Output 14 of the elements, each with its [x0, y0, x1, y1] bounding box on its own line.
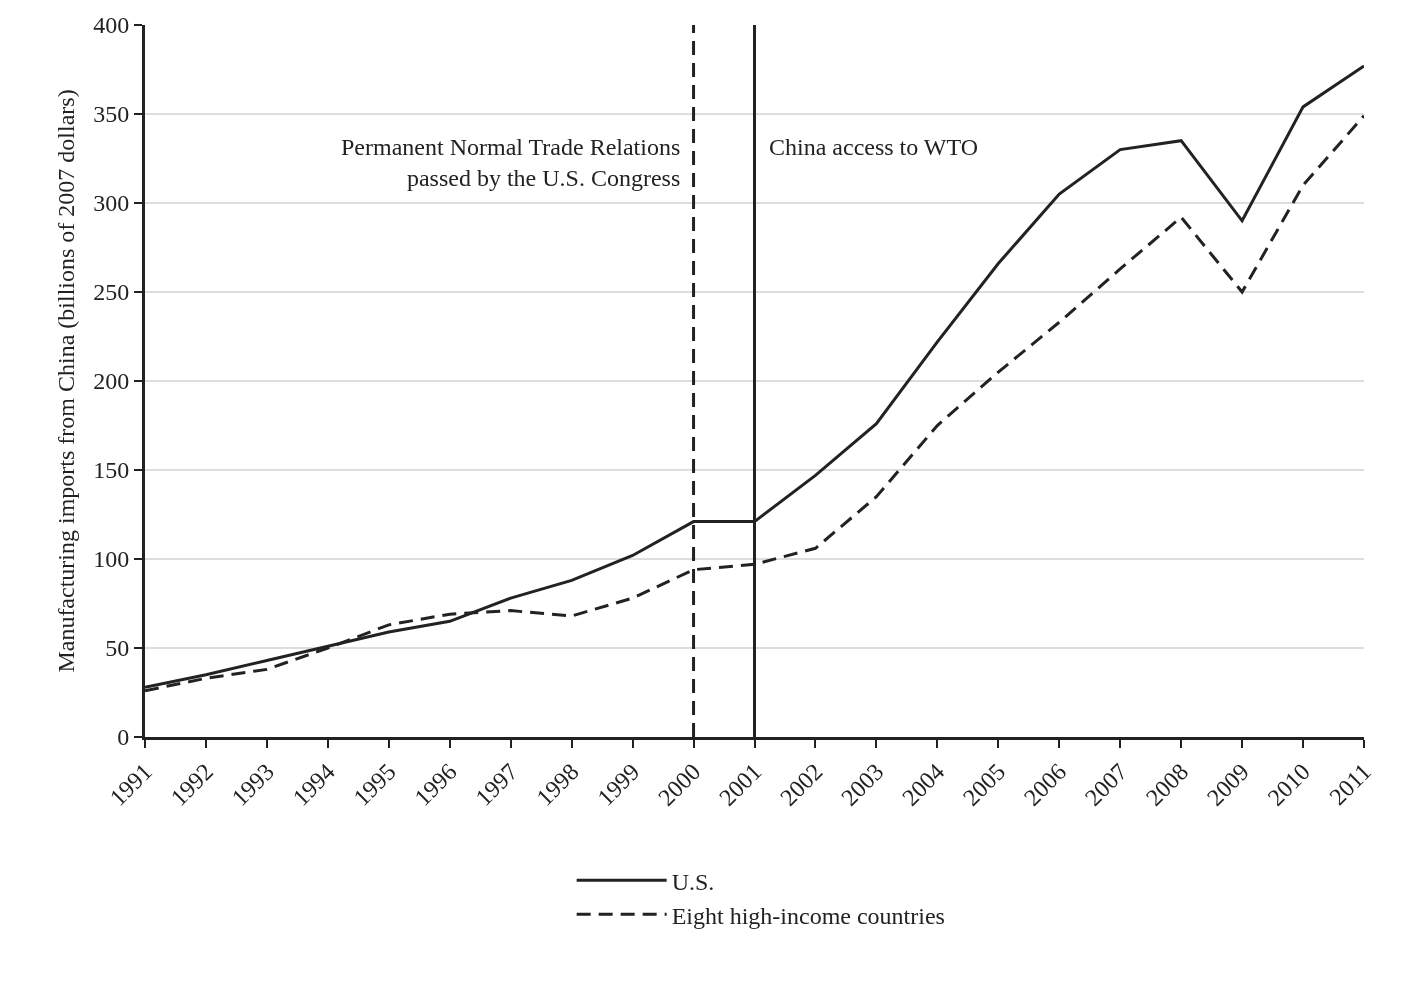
- legend-label: Eight high-income countries: [671, 902, 945, 929]
- y-tick-label: 350: [93, 101, 130, 128]
- y-axis-title: Manufacturing imports from China (billions of 2007 dollars): [53, 89, 80, 673]
- y-tick-label: 150: [93, 457, 130, 484]
- y-tick-label: 50: [105, 635, 130, 662]
- y-tick-label: 250: [93, 279, 130, 306]
- ref-line-label: Permanent Normal Trade Relations passed by the U.S. Congress: [341, 134, 681, 192]
- y-tick-label: 0: [117, 724, 130, 751]
- y-tick-label: 300: [93, 190, 130, 217]
- y-tick-label: 200: [93, 368, 130, 395]
- y-tick-label: 100: [93, 546, 130, 573]
- ref-line-label: China access to WTO: [769, 134, 979, 160]
- legend-label: U.S.: [671, 868, 715, 895]
- y-tick-label: 400: [93, 12, 130, 39]
